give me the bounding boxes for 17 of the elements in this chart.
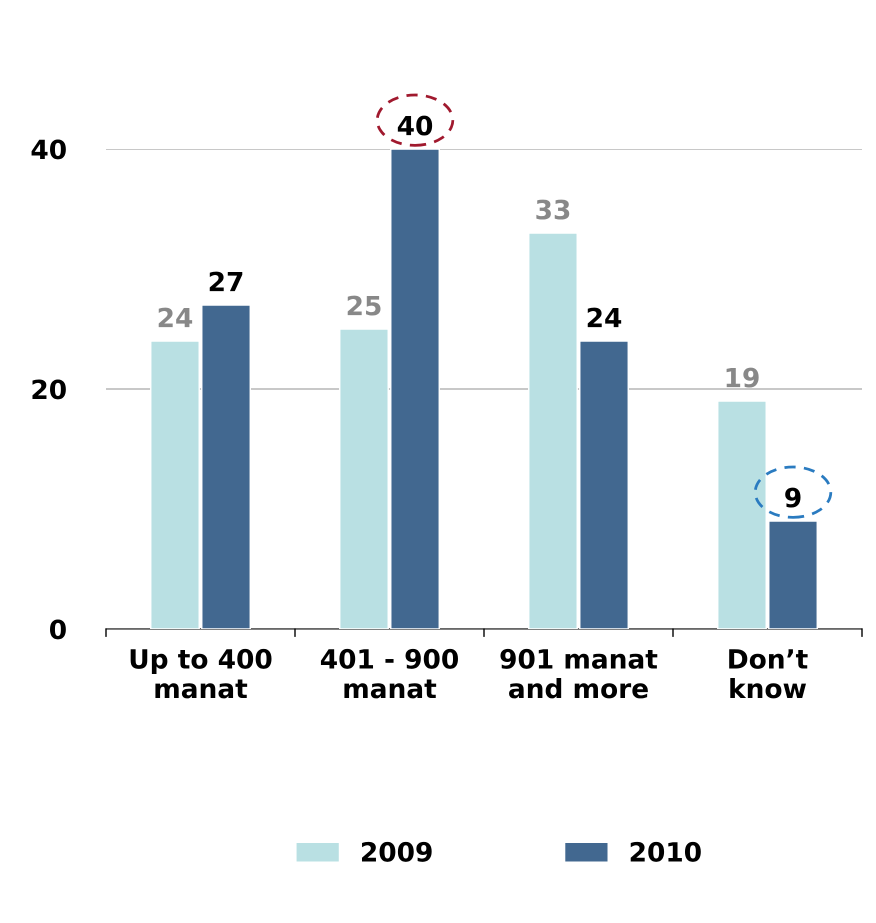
- data-label: 24: [158, 308, 192, 328]
- data-label: 25: [348, 296, 381, 316]
- x-tick-label: Up to 400 manat: [130, 648, 272, 698]
- x-tick-label: Don’t know: [729, 649, 808, 698]
- y-tick-label: 20: [32, 379, 66, 400]
- data-label: 9: [785, 488, 801, 508]
- legend-label: 2009: [362, 842, 432, 862]
- x-tick-label: 401 - 900 manat: [320, 648, 458, 698]
- data-label: 27: [210, 272, 242, 292]
- legend-label: 2010: [630, 842, 701, 862]
- y-tick-label: 0: [50, 619, 66, 640]
- y-tick-label: 40: [32, 139, 66, 160]
- x-tick-label: 901 manat and more: [500, 648, 658, 698]
- data-label: 24: [588, 308, 622, 328]
- data-label: 19: [726, 368, 759, 388]
- data-label: 33: [536, 200, 570, 220]
- data-label: 40: [398, 116, 432, 136]
